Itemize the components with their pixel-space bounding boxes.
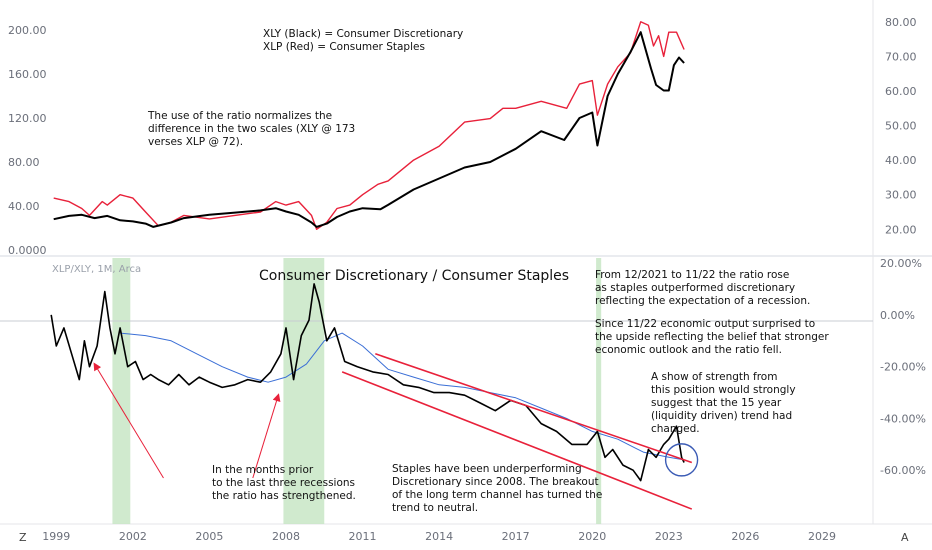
left-axis-tick: 200.00	[8, 24, 47, 37]
right-axis-tick: 20.00	[885, 223, 917, 236]
scale-note-line-2: difference in the two scales (XLY @ 173	[148, 123, 355, 135]
rise-note-line-3: reflecting the expectation of a recessio…	[595, 295, 810, 307]
symbol-label[interactable]: XLP/XLY, 1M, Arca	[52, 264, 141, 275]
channel-lower-line	[341, 371, 693, 510]
left-axis-tick: 0.0000	[8, 244, 47, 257]
left-axis-tick: 160.00	[8, 68, 47, 81]
ratio-line	[50, 283, 685, 482]
recession-band-0	[112, 258, 131, 524]
ratio-chart-title: Consumer Discretionary / Consumer Staple…	[259, 268, 569, 284]
ratio-axis-tick: 20.00%	[880, 257, 922, 270]
time-axis[interactable]: 1999 2002 2005 2008 2011 2014 2017 2020 2023 2026…	[42, 530, 836, 543]
time-axis-tick: 2002	[119, 530, 147, 543]
channel-note-line-1: Staples have been underperforming	[392, 463, 582, 475]
right-axis-tick: 70.00	[885, 50, 917, 63]
scale-note-line-1: The use of the ratio normalizes the	[147, 110, 332, 122]
time-axis-tick: 2029	[808, 530, 836, 543]
channel-upper-line	[375, 353, 693, 464]
left-axis-tick: 40.00	[8, 200, 40, 213]
left-axis-tick: 120.00	[8, 112, 47, 125]
ratio-axis-tick: -40.00%	[880, 412, 926, 425]
time-axis-tick: 1999	[42, 530, 70, 543]
scale-note-line-3: verses XLP @ 72).	[148, 136, 243, 148]
xly-line	[53, 31, 685, 228]
right-axis-tick: 40.00	[885, 154, 917, 167]
recession-note-line-3: the ratio has strengthened.	[212, 490, 356, 502]
channel-note-line-2: Discretionary since 2008. The breakout	[392, 476, 599, 488]
recession-bands	[112, 258, 602, 524]
time-axis-tick: 2014	[425, 530, 453, 543]
timezone-button[interactable]: Z	[19, 531, 27, 544]
channel-note-line-3: of the long term channel has turned the	[392, 489, 602, 501]
ratio-series-lines	[50, 283, 699, 510]
rise-note-line-7: economic outlook and the ratio fell.	[595, 344, 782, 356]
recession-band-1	[283, 258, 325, 524]
right-axis-tick: 30.00	[885, 189, 917, 202]
legend-xlp: XLP (Red) = Consumer Staples	[263, 41, 425, 53]
strength-note-line-3: suggest that the 15 year	[651, 397, 782, 409]
time-axis-tick: 2005	[195, 530, 223, 543]
arrow-to-2007	[252, 393, 281, 479]
bottom-right-axis[interactable]: 20.00% 0.00% -20.00% -40.00% -60.00%	[880, 257, 926, 477]
time-axis-tick: 2020	[578, 530, 606, 543]
breakout-circle	[664, 443, 699, 477]
strength-note-line-1: A show of strength from	[651, 371, 777, 383]
strength-note-line-4: (liquidity driven) trend had	[651, 410, 792, 422]
time-axis-tick: 2023	[655, 530, 683, 543]
top-right-axis[interactable]: 80.00 70.00 60.00 50.00 40.00 30.00 20.00	[885, 16, 917, 236]
right-axis-tick: 80.00	[885, 16, 917, 29]
ratio-axis-tick: -60.00%	[880, 464, 926, 477]
right-axis-tick: 60.00	[885, 85, 917, 98]
rise-note-line-5: Since 11/22 economic output surprised to	[595, 318, 815, 330]
rise-note-line-6: the upside reflecting the belief that st…	[595, 331, 829, 343]
rise-note-line-1: From 12/2021 to 11/22 the ratio rose	[595, 269, 789, 281]
recession-note-line-1: In the months prior	[212, 464, 314, 476]
moving-average-line	[120, 332, 685, 461]
recession-band-2	[596, 258, 602, 524]
time-axis-tick: 2017	[502, 530, 530, 543]
time-axis-tick: 2026	[731, 530, 759, 543]
legend-xly: XLY (Black) = Consumer Discretionary	[263, 28, 463, 40]
strength-note-line-5: changed.	[651, 423, 700, 435]
auto-scale-button[interactable]: A	[901, 531, 909, 544]
recession-note-line-2: to the last three recessions	[212, 477, 355, 489]
rise-note-line-2: as staples outperformed discretionary	[595, 282, 795, 294]
time-axis-tick: 2008	[272, 530, 300, 543]
left-axis-tick: 80.00	[8, 156, 40, 169]
time-axis-tick: 2011	[349, 530, 377, 543]
arrow-to-2000	[93, 362, 164, 479]
annotation-arrows	[93, 362, 281, 479]
top-left-axis: 200.00 160.00 120.00 80.00 40.00 0.0000	[8, 24, 47, 257]
right-axis-tick: 50.00	[885, 120, 917, 133]
strength-note-line-2: this position would strongly	[651, 384, 796, 396]
top-series-lines	[53, 21, 685, 230]
ratio-axis-tick: -20.00%	[880, 361, 926, 374]
ratio-axis-tick: 0.00%	[880, 309, 915, 322]
channel-note-line-4: trend to neutral.	[392, 502, 478, 514]
